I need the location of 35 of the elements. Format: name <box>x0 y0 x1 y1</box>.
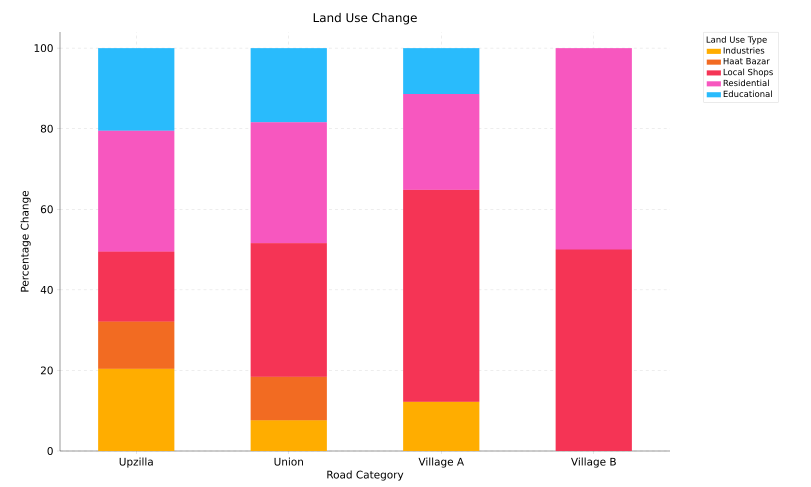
x-tick-label: Union <box>274 458 303 466</box>
legend-label: Educational <box>724 90 772 98</box>
legend-label: Residential <box>724 80 769 86</box>
legend-label: Local Shops <box>724 68 773 77</box>
y-axis-title: Percentage Change <box>20 190 31 292</box>
bar <box>98 130 174 252</box>
bar <box>556 48 632 250</box>
legend-label: Industries <box>724 47 764 54</box>
y-tick-label: 100 <box>34 44 53 52</box>
bar <box>250 376 327 420</box>
y-tick-label: 40 <box>40 286 53 294</box>
y-tick-label: 60 <box>40 205 53 214</box>
bar <box>98 368 174 451</box>
legend-title: Land Use Type <box>706 36 767 44</box>
bar <box>250 48 327 122</box>
bar <box>556 250 632 451</box>
y-tick-label: 20 <box>40 366 53 374</box>
y-tick-label: 0 <box>48 447 53 455</box>
y-tick-label: 80 <box>40 124 53 133</box>
x-tick-label: Village A <box>418 458 464 468</box>
x-tick-label: Upzilla <box>120 458 153 468</box>
bar <box>403 48 480 94</box>
bar <box>250 243 327 377</box>
bar <box>98 252 174 322</box>
chart-title: Land Use Change <box>314 12 417 24</box>
bar <box>403 190 480 402</box>
bar <box>250 122 327 244</box>
legend-label: Haat Bazar <box>724 58 770 64</box>
bar <box>403 402 480 451</box>
bar <box>98 322 174 369</box>
bar <box>250 420 327 451</box>
x-tick-label: Village B <box>571 458 616 468</box>
x-axis-title: Road Category <box>327 470 404 481</box>
bar <box>98 48 174 131</box>
bar <box>403 94 480 190</box>
